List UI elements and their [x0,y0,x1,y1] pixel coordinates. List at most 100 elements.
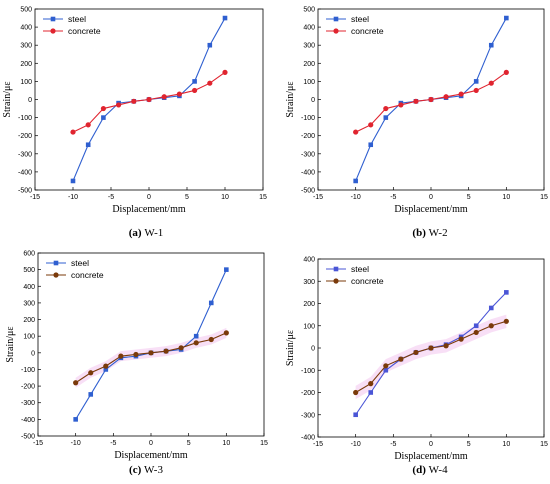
x-tick-label: -15 [30,194,40,201]
y-tick-label: 400 [303,25,315,32]
data-point-concrete [413,98,419,104]
data-point-steel [88,392,94,397]
y-tick-label: 500 [23,267,35,274]
data-point-concrete [193,340,199,346]
panel-d: -15 -10 -5 0 5 10 15 -400 -300 -200 -100 0 100 200 300… [285,257,548,477]
data-point-concrete [85,122,91,128]
data-point-steel [353,178,358,184]
legend-marker-concrete [53,272,59,278]
data-point-steel [473,79,479,84]
data-point-concrete [146,96,152,103]
data-point-concrete [116,102,122,108]
panel-title: W-1 [144,227,163,239]
confidence-band [75,327,227,388]
y-tick-label: -500 [301,188,315,195]
legend-marker-steel [333,266,339,272]
data-point-steel [101,115,106,120]
y-tick-label: -300 [301,151,315,158]
y-tick-label: -400 [301,435,315,442]
y-tick-label: 0 [28,97,32,104]
y-axis-label: Strain/με [2,81,13,117]
data-point-concrete [176,91,182,97]
legend-marker-steel [53,260,59,266]
y-tick-label: 200 [20,61,32,68]
legend-label-steel: steel [68,14,86,24]
data-point-concrete [353,389,359,396]
x-tick-label: 5 [467,194,471,201]
x-tick-label: 15 [260,440,268,447]
data-point-concrete [458,336,464,342]
data-point-concrete [443,94,449,100]
data-point-concrete [192,87,198,94]
legend-label-concrete: concrete [351,276,384,286]
legend-label-concrete: concrete [351,26,384,36]
data-point-concrete [428,345,434,351]
y-tick-label: 300 [303,279,315,286]
y-tick-label: -100 [18,115,32,122]
data-point-concrete [383,105,389,112]
x-tick-label: 0 [429,441,433,448]
panel-title: W-2 [429,227,448,239]
data-point-concrete [133,351,139,358]
x-tick-label: 5 [187,440,191,447]
y-tick-label: 500 [20,7,32,14]
y-tick-label: 400 [20,25,32,32]
data-point-steel [383,367,389,373]
legend-marker-concrete [50,28,56,34]
data-point-concrete [383,363,389,369]
x-axis-label: Displacement/mm [394,451,468,462]
y-tick-label: 500 [303,7,315,14]
x-tick-label: -5 [390,441,396,448]
x-tick-label: -5 [390,194,396,201]
data-point-steel [222,15,228,21]
x-tick-label: 0 [149,440,153,447]
x-tick-label: -15 [313,194,323,201]
data-point-concrete [73,380,79,386]
x-tick-label: 0 [147,194,151,201]
y-tick-label: -500 [18,188,32,195]
panel-letter: (d) [412,464,428,476]
data-point-steel [353,412,358,418]
y-tick-label: 600 [23,251,35,258]
y-axis-label: Strain/με [5,326,16,362]
data-point-concrete [103,363,109,369]
legend-label-concrete: concrete [71,270,104,280]
data-point-concrete [413,349,419,356]
legend-label-steel: steel [351,14,369,24]
data-point-steel [85,142,91,148]
data-point-concrete [208,336,214,343]
data-point-concrete [223,330,229,336]
x-axis-label: Displacement/mm [112,204,186,215]
y-tick-label: 300 [303,43,315,50]
data-point-steel [504,290,509,295]
y-axis-label: Strain/με [285,81,296,117]
x-tick-label: 5 [467,441,471,448]
x-tick-label: 10 [502,441,510,448]
data-point-steel [473,323,479,329]
y-tick-label: 100 [303,323,315,330]
y-tick-label: 100 [23,334,35,341]
data-point-concrete [368,122,374,128]
data-point-concrete [428,96,434,103]
series-line-concrete [355,71,507,133]
legend-marker-steel [50,16,56,22]
panel-caption: (a) W-1 [129,227,164,239]
confidence-band [355,314,507,400]
data-point-concrete [131,98,137,104]
y-tick-label: 400 [23,284,35,291]
data-point-steel [383,115,389,120]
data-point-concrete [222,69,228,75]
data-point-concrete [398,102,404,108]
data-point-steel [488,305,494,311]
data-point-steel [207,42,213,48]
y-tick-label: -200 [301,133,315,140]
x-tick-label: 15 [540,441,548,448]
legend-label-steel: steel [351,264,369,274]
data-point-concrete [118,353,124,359]
data-point-steel [70,178,76,184]
panel-letter: (b) [412,227,428,239]
x-tick-label: 15 [540,194,548,201]
legend-label-concrete: concrete [68,26,101,36]
data-point-steel [224,267,229,272]
